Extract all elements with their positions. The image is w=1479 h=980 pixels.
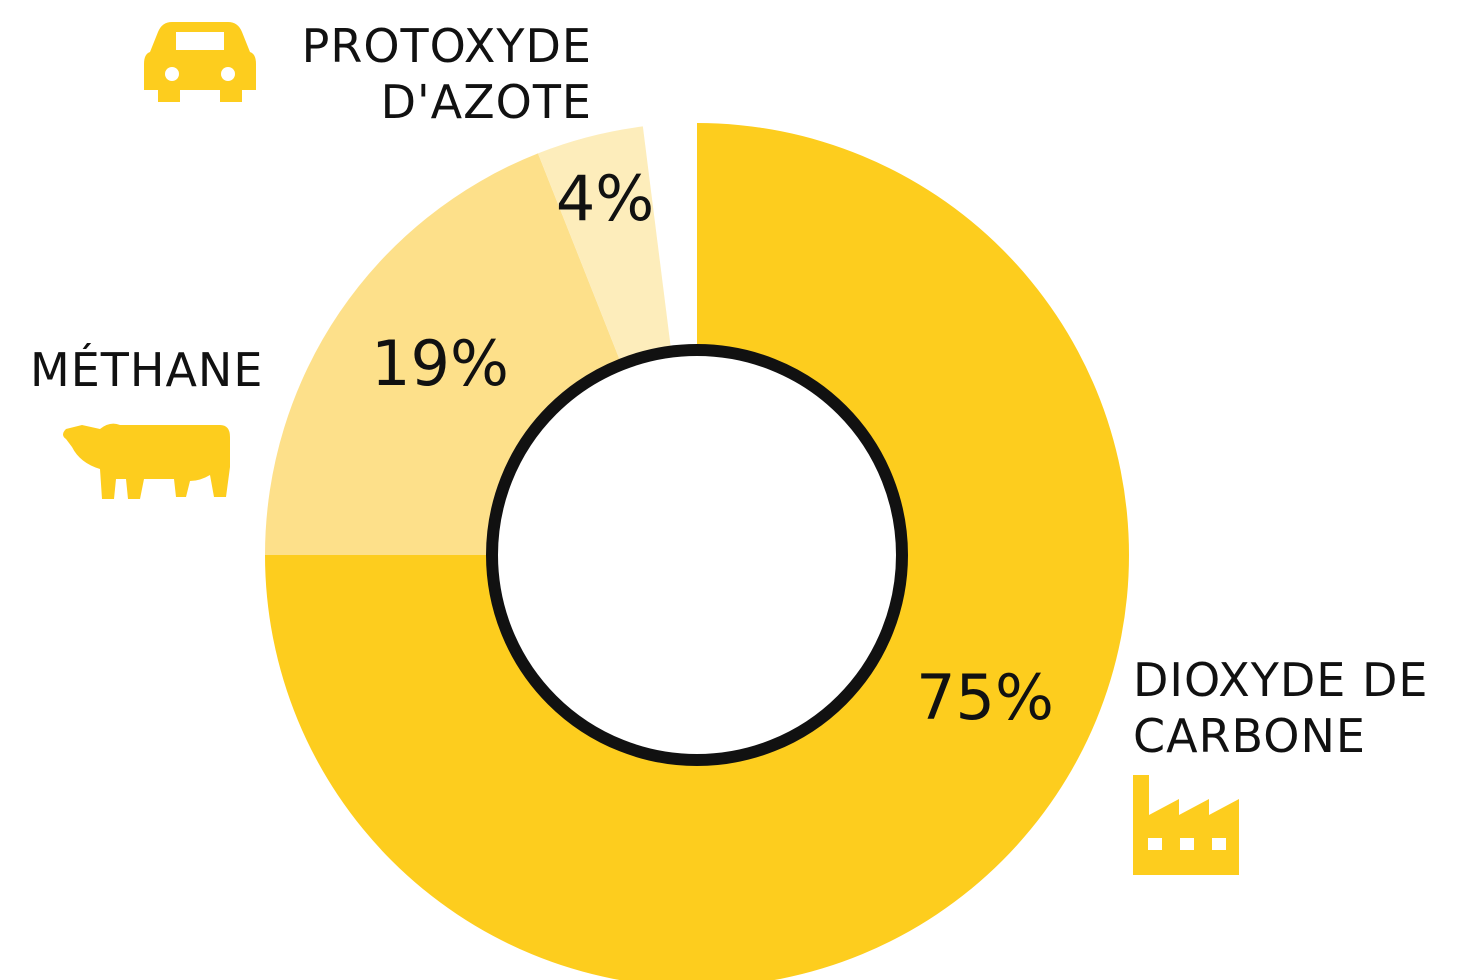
value-label: 19% [371, 327, 509, 400]
car-icon [144, 22, 256, 102]
cow-icon [63, 423, 230, 499]
slice-label: PROTOXYDE D'AZOTE [301, 19, 592, 129]
factory-icon [1133, 775, 1239, 875]
slice-label: MÉTHANE [30, 343, 264, 397]
value-labels: 75% 19% 4% [371, 162, 1054, 734]
donut-hole [486, 344, 908, 766]
value-label: 4% [556, 162, 654, 235]
slice-label: DIOXYDE DE CARBONE [1133, 653, 1429, 763]
value-label: 75% [916, 661, 1054, 734]
slice [265, 123, 1129, 980]
